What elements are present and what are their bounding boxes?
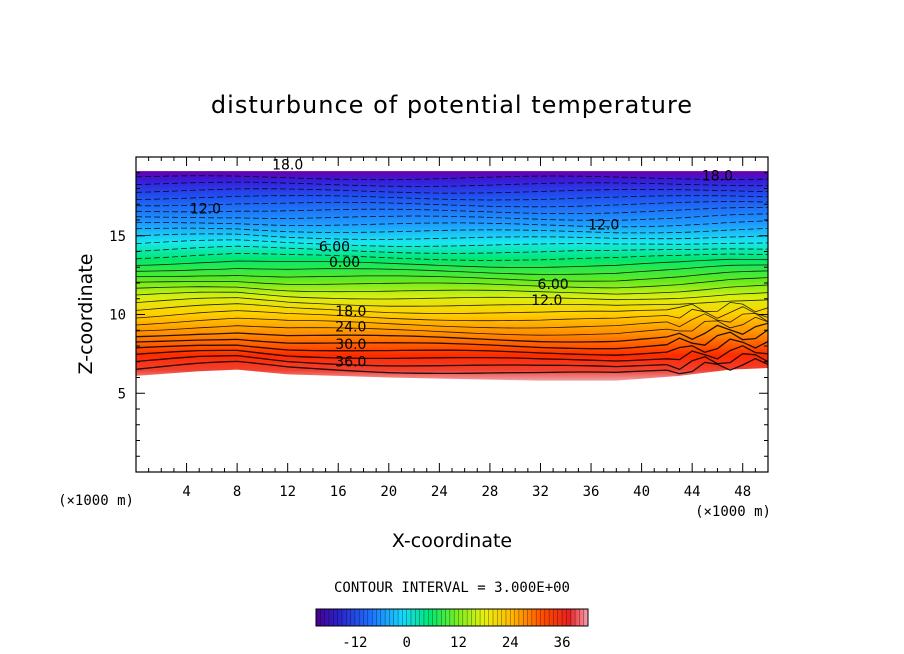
contour-line bbox=[136, 291, 768, 301]
x-tick-label: 36 bbox=[583, 484, 600, 500]
contour-line bbox=[136, 220, 768, 228]
contour-line bbox=[136, 195, 768, 201]
x-tick-label: 16 bbox=[330, 484, 347, 500]
contour-line bbox=[136, 200, 768, 208]
x-tick-label: 20 bbox=[380, 484, 397, 500]
contour-line bbox=[136, 227, 768, 234]
contour-label: 12.0 bbox=[190, 202, 221, 218]
y-axis-label: Z-coordinate bbox=[75, 254, 97, 375]
colorbar-tick-label: 36 bbox=[554, 635, 571, 651]
contour-label: 6.00 bbox=[538, 277, 569, 293]
temperature-field bbox=[136, 171, 768, 381]
contour-line bbox=[136, 264, 768, 275]
contour-line bbox=[136, 316, 768, 336]
contour-label: 12.0 bbox=[531, 293, 562, 309]
y-tick-label: 10 bbox=[109, 308, 126, 324]
y-tick-label: 15 bbox=[109, 229, 126, 245]
contour-line bbox=[136, 270, 768, 282]
x-tick-label: 40 bbox=[633, 484, 650, 500]
contour-line bbox=[136, 277, 768, 289]
colorbar-frame bbox=[315, 608, 589, 627]
contour-line bbox=[136, 345, 768, 362]
contour-interval-label: CONTOUR INTERVAL = 3.000E+00 bbox=[334, 580, 570, 596]
plot-area: 18.018.012.012.06.000.006.0012.018.024.0… bbox=[136, 157, 768, 381]
colorbar-tick-label: 0 bbox=[402, 635, 410, 651]
contour-line bbox=[136, 258, 768, 268]
x-tick-label: 32 bbox=[532, 484, 549, 500]
contour-label: 18.0 bbox=[702, 168, 733, 184]
x-tick-label: 24 bbox=[431, 484, 448, 500]
contour-line bbox=[136, 245, 768, 254]
colorbar-tick-label: 24 bbox=[502, 635, 519, 651]
contour-label: 18.0 bbox=[335, 304, 366, 320]
x-tick-label: 8 bbox=[233, 484, 241, 500]
y-axis-unit: (×1000 m) bbox=[58, 493, 134, 509]
contour-line bbox=[136, 357, 768, 375]
contour-line bbox=[136, 188, 768, 194]
contour-line bbox=[136, 297, 768, 307]
contour-label: 6.00 bbox=[319, 239, 350, 255]
colorbar-gradient bbox=[316, 609, 588, 626]
colorbar-tick-label: -12 bbox=[342, 635, 367, 651]
contour-line bbox=[136, 233, 768, 240]
contour-line bbox=[136, 284, 768, 295]
contour-label: 30.0 bbox=[335, 337, 366, 353]
contour-line bbox=[136, 213, 768, 221]
contour-line bbox=[136, 322, 768, 343]
contour-label: 24.0 bbox=[335, 320, 366, 336]
colorbar-tick-label: 12 bbox=[450, 635, 467, 651]
contour-label: 0.00 bbox=[329, 255, 360, 271]
x-tick-label: 28 bbox=[481, 484, 498, 500]
y-tick-label: 5 bbox=[118, 386, 126, 402]
x-axis-unit: (×1000 m) bbox=[695, 504, 771, 520]
contour-line bbox=[136, 207, 768, 214]
contour-line bbox=[136, 239, 768, 247]
contour-line bbox=[136, 338, 768, 356]
contour-line bbox=[136, 181, 768, 187]
contour-line bbox=[136, 252, 768, 261]
contour-line bbox=[136, 329, 768, 350]
x-tick-label: 44 bbox=[684, 484, 701, 500]
contour-label: 36.0 bbox=[335, 354, 366, 370]
contour-line bbox=[136, 175, 768, 181]
colorbar: -12 0 12 24 36 bbox=[315, 608, 589, 651]
x-tick-label: 4 bbox=[182, 484, 190, 500]
x-axis-label: X-coordinate bbox=[392, 530, 512, 552]
contour-line bbox=[136, 312, 768, 329]
contour-label: 12.0 bbox=[588, 217, 619, 233]
contour-line bbox=[136, 353, 768, 371]
x-tick-label: 12 bbox=[279, 484, 296, 500]
contour-line bbox=[136, 306, 768, 322]
chart-title: disturbunce of potential temperature bbox=[211, 91, 693, 119]
x-tick-label: 48 bbox=[734, 484, 751, 500]
contour-line bbox=[136, 301, 768, 314]
